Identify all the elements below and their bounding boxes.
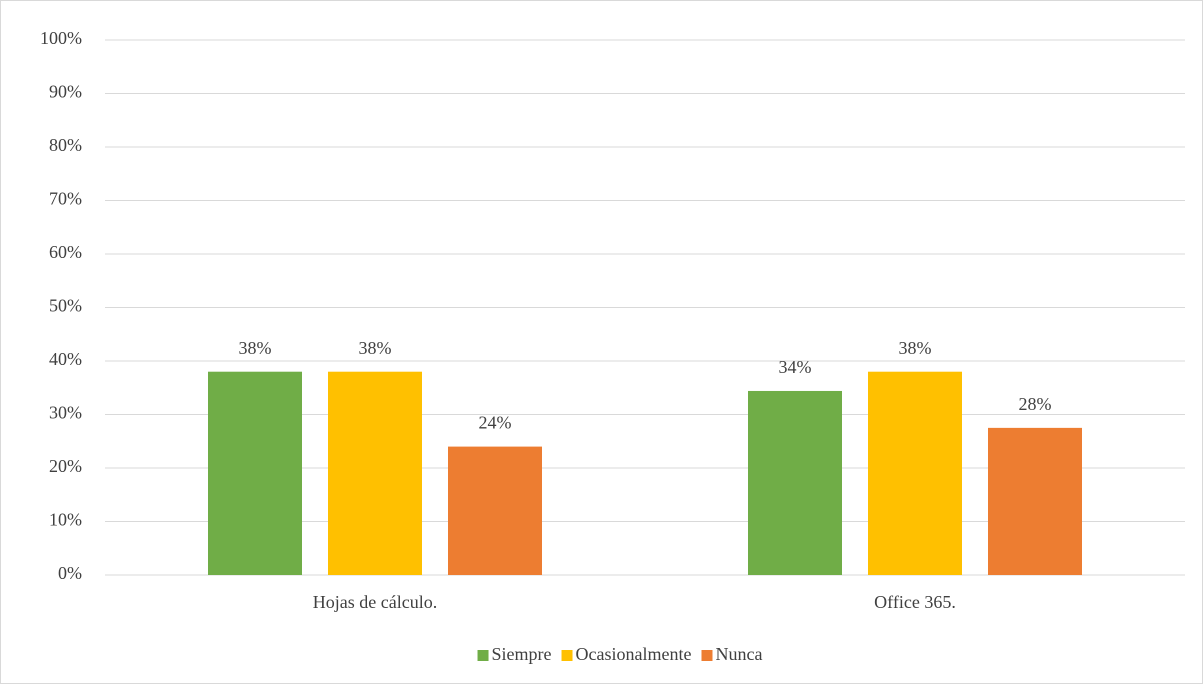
x-tick-label: Hojas de cálculo. (313, 592, 437, 612)
legend-item: Ocasionalmente (561, 644, 692, 664)
x-tick-label: Office 365. (874, 592, 956, 612)
legend-swatch (561, 650, 573, 661)
bar (448, 446, 542, 575)
bar (208, 371, 302, 575)
y-tick-label: 20% (49, 456, 82, 476)
data-label: 28% (1019, 394, 1052, 414)
bar (748, 390, 842, 575)
y-tick-label: 80% (49, 135, 82, 155)
y-tick-label: 100% (40, 28, 82, 48)
legend-label: Siempre (492, 644, 552, 664)
data-label: 38% (239, 338, 272, 358)
y-tick-label: 50% (49, 296, 82, 316)
bar (988, 427, 1082, 575)
legend-label: Nunca (715, 644, 762, 664)
y-tick-label: 0% (58, 563, 82, 583)
y-tick-label: 40% (49, 349, 82, 369)
y-tick-label: 90% (49, 82, 82, 102)
bar (328, 371, 422, 575)
data-label: 38% (359, 338, 392, 358)
legend-item: Siempre (477, 644, 552, 664)
legend-label: Ocasionalmente (576, 644, 692, 664)
data-label: 34% (779, 357, 812, 377)
y-tick-label: 10% (49, 510, 82, 530)
legend-swatch (477, 650, 489, 661)
y-tick-label: 30% (49, 403, 82, 423)
y-tick-label: 60% (49, 242, 82, 262)
bar (868, 371, 962, 575)
data-label: 38% (899, 338, 932, 358)
legend-swatch (701, 650, 713, 661)
data-label: 24% (479, 413, 512, 433)
legend-item: Nunca (701, 644, 762, 664)
y-tick-label: 70% (49, 189, 82, 209)
